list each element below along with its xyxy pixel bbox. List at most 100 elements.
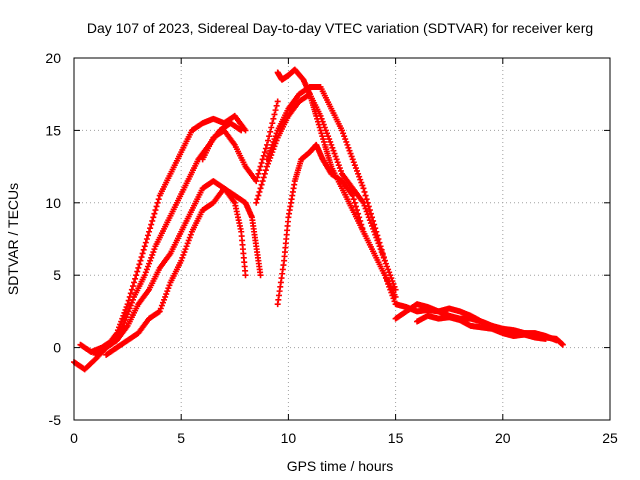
data-point bbox=[344, 141, 351, 148]
data-point bbox=[364, 211, 371, 218]
data-point bbox=[357, 217, 364, 224]
data-point bbox=[345, 144, 352, 151]
data-point bbox=[334, 159, 341, 166]
data-point bbox=[356, 173, 363, 180]
data-point bbox=[142, 269, 149, 276]
data-point bbox=[127, 302, 134, 309]
data-point bbox=[388, 275, 395, 282]
series-arc-3 bbox=[92, 178, 249, 358]
data-point bbox=[391, 283, 398, 290]
y-tick-label: 20 bbox=[45, 50, 61, 66]
data-point bbox=[125, 308, 132, 315]
data-point bbox=[381, 272, 388, 279]
data-point bbox=[372, 231, 379, 238]
data-point bbox=[186, 234, 193, 241]
data-point bbox=[123, 314, 130, 321]
data-point bbox=[360, 228, 367, 235]
data-point bbox=[323, 130, 330, 137]
data-point bbox=[271, 111, 278, 118]
data-point bbox=[376, 243, 383, 250]
data-point bbox=[322, 127, 329, 134]
data-point bbox=[317, 127, 324, 134]
data-point bbox=[146, 260, 153, 267]
y-tick-label: 0 bbox=[53, 340, 61, 356]
data-point bbox=[381, 257, 388, 264]
data-point bbox=[387, 272, 394, 279]
data-point bbox=[362, 192, 369, 199]
data-point bbox=[332, 153, 339, 160]
data-point bbox=[137, 257, 144, 264]
data-point bbox=[128, 299, 135, 306]
data-point bbox=[352, 165, 359, 172]
data-point bbox=[141, 243, 148, 250]
data-point bbox=[349, 192, 356, 199]
data-point bbox=[129, 283, 136, 290]
data-point bbox=[365, 214, 372, 221]
data-point bbox=[150, 249, 157, 256]
data-point bbox=[263, 163, 270, 170]
data-point bbox=[337, 167, 344, 174]
data-point bbox=[166, 282, 173, 289]
data-point bbox=[350, 196, 357, 203]
data-point bbox=[559, 341, 566, 348]
data-point bbox=[148, 254, 155, 261]
data-point bbox=[159, 299, 166, 306]
data-point bbox=[355, 170, 362, 177]
data-point bbox=[183, 243, 190, 250]
data-point bbox=[120, 312, 127, 319]
data-point bbox=[354, 167, 361, 174]
series-arc-7 bbox=[263, 83, 399, 293]
data-point bbox=[148, 221, 155, 228]
data-point bbox=[261, 149, 268, 156]
data-point bbox=[132, 275, 139, 282]
data-point bbox=[178, 257, 185, 264]
data-point bbox=[390, 295, 397, 302]
data-point bbox=[242, 272, 249, 279]
data-point bbox=[358, 221, 365, 228]
y-tick-label: 5 bbox=[53, 267, 61, 283]
data-point bbox=[143, 266, 150, 273]
data-point bbox=[321, 124, 328, 131]
data-point bbox=[138, 254, 145, 261]
data-point bbox=[351, 199, 358, 206]
data-point bbox=[253, 178, 260, 185]
data-point bbox=[352, 203, 359, 210]
data-point bbox=[391, 298, 398, 305]
data-point bbox=[129, 296, 136, 303]
data-point bbox=[318, 115, 325, 122]
data-point bbox=[375, 240, 382, 247]
data-point bbox=[360, 199, 367, 206]
data-point bbox=[152, 207, 159, 214]
data-point bbox=[354, 207, 361, 214]
data-point bbox=[373, 234, 380, 241]
data-point bbox=[329, 144, 336, 151]
plot-frame bbox=[73, 57, 611, 421]
data-point bbox=[147, 257, 154, 264]
data-point bbox=[179, 254, 186, 261]
data-point bbox=[155, 196, 162, 203]
x-tick-label: 15 bbox=[388, 430, 404, 446]
data-point bbox=[358, 179, 365, 186]
data-point bbox=[162, 293, 169, 300]
data-point bbox=[386, 283, 393, 290]
series-arc-5 bbox=[199, 98, 281, 185]
data-point bbox=[255, 170, 262, 177]
data-point bbox=[126, 305, 133, 312]
data-point bbox=[346, 147, 353, 154]
data-point bbox=[330, 147, 337, 154]
data-point bbox=[388, 289, 395, 296]
x-tick-label: 5 bbox=[177, 430, 185, 446]
data-point bbox=[163, 291, 170, 298]
data-point bbox=[118, 318, 125, 325]
data-point bbox=[257, 163, 264, 170]
data-point bbox=[380, 254, 387, 261]
data-point bbox=[387, 286, 394, 293]
data-point bbox=[153, 203, 160, 210]
y-tick-label: -5 bbox=[49, 412, 62, 428]
data-point bbox=[254, 196, 261, 203]
data-point bbox=[362, 205, 369, 212]
data-point bbox=[127, 290, 134, 297]
data-point bbox=[263, 141, 270, 148]
series-arc-9 bbox=[274, 141, 367, 308]
